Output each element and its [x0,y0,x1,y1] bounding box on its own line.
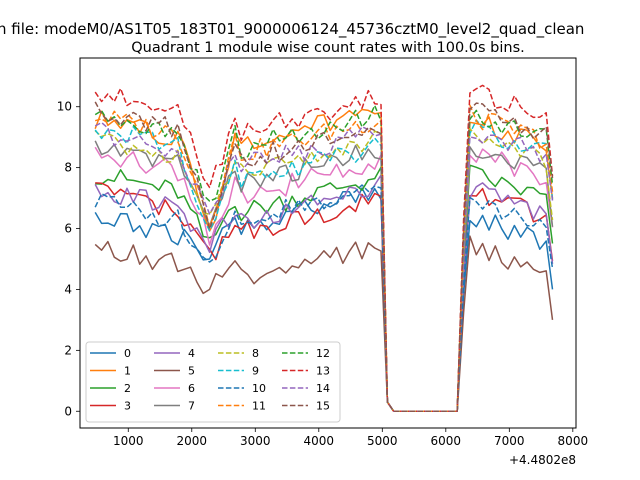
x-tick-label: 7000 [494,434,525,448]
y-tick-label: 6 [64,222,72,236]
series-line-1 [94,108,554,413]
y-tick-label: 4 [64,282,72,296]
x-tick-label: 8000 [558,434,589,448]
series-line-8 [94,127,554,413]
legend-label-9: 9 [252,365,259,378]
series-line-7 [94,140,554,413]
plot-area-frame [79,57,577,429]
series-line-6 [94,146,554,413]
y-tick-label: 0 [64,404,72,418]
legend-box [85,341,341,423]
x-tick-label: 6000 [431,434,462,448]
legend-label-13: 13 [316,365,330,378]
x-offset-label: +4.4802e8 [509,453,576,467]
legend-label-0: 0 [124,347,131,360]
chart-suptitle: n file: modeM0/AS1T05_183T01_9000006124_… [0,20,584,39]
x-axis: 1000 2000 3000 4000 5000 6000 7000 8000 [113,428,588,448]
series-line-14 [94,121,554,413]
x-tick-label: 3000 [240,434,271,448]
legend-label-5: 5 [188,365,195,378]
series-line-2 [95,164,554,413]
series-layer [94,84,554,413]
legend-label-15: 15 [316,400,330,413]
legend-label-8: 8 [252,347,259,360]
x-tick-label: 2000 [177,434,208,448]
x-tick-label: 5000 [367,434,398,448]
series-line-11 [94,104,554,413]
x-tick-label: 4000 [304,434,335,448]
legend-label-10: 10 [252,382,266,395]
series-line-13 [94,84,554,413]
series-line-12 [94,104,554,413]
y-tick-label: 8 [64,161,72,175]
legend-label-2: 2 [124,382,131,395]
legend-label-12: 12 [316,347,330,360]
legend-label-11: 11 [252,400,266,413]
legend-label-3: 3 [124,400,131,413]
legend-label-7: 7 [188,400,195,413]
x-tick-label: 1000 [113,434,144,448]
legend-label-6: 6 [188,382,195,395]
y-axis: 0 2 4 6 8 10 [57,100,80,418]
legend-label-1: 1 [124,365,131,378]
legend-label-14: 14 [316,382,330,395]
y-tick-label: 2 [64,343,72,357]
y-tick-label: 10 [57,100,72,114]
series-line-10 [94,184,554,413]
series-line-5 [94,235,554,413]
legend-label-4: 4 [188,347,195,360]
series-line-4 [94,174,554,413]
series-line-3 [95,182,554,413]
series-line-0 [94,187,554,413]
series-line-15 [94,101,554,413]
chart-title: Quadrant 1 module wise count rates with … [131,40,525,56]
